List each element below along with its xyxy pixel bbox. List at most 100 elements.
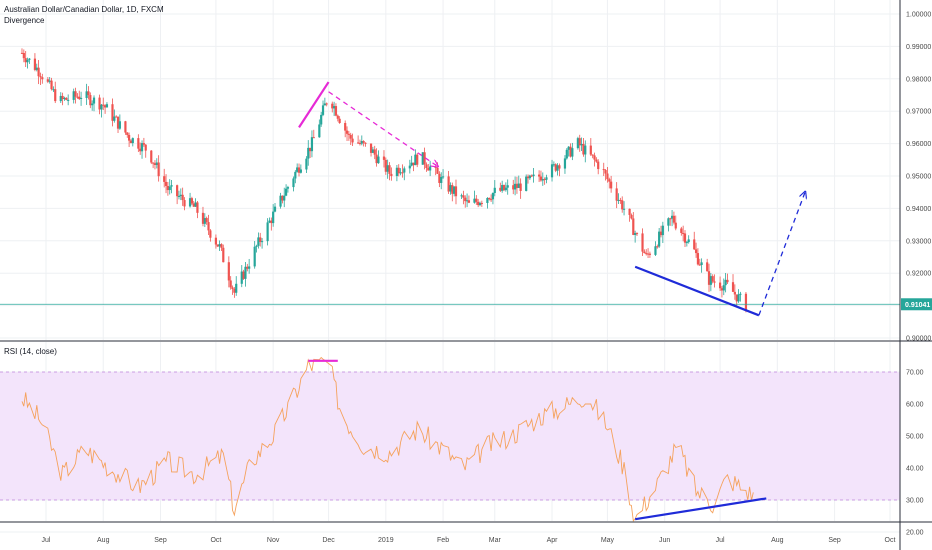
candle-body	[248, 266, 251, 269]
candle-body	[377, 156, 380, 164]
candle-body	[403, 168, 406, 173]
candle-body	[526, 176, 530, 179]
candle-body	[453, 186, 456, 194]
candle-body	[694, 249, 698, 254]
candle-body	[467, 200, 471, 203]
candle-body	[726, 279, 729, 283]
candle-body	[220, 244, 223, 248]
candle-body	[194, 202, 197, 207]
candle-body	[139, 148, 142, 152]
candle-body	[76, 96, 79, 98]
time-tick-label: Sep	[828, 537, 841, 544]
candle-body	[255, 245, 258, 247]
candle-body	[722, 285, 725, 291]
time-tick-label: Nov	[267, 537, 280, 544]
candle-body	[364, 142, 367, 144]
rsi-series-line	[21, 356, 754, 522]
candle-body	[656, 246, 659, 248]
candle-body	[244, 266, 247, 279]
candle-body	[632, 218, 635, 235]
candle-body	[589, 145, 592, 155]
candle-body	[386, 165, 389, 172]
current-price-badge: 0.91041	[901, 298, 932, 311]
candle-body	[672, 215, 676, 223]
candle-body	[294, 171, 297, 179]
candle-body	[543, 179, 546, 181]
candle-body	[360, 141, 363, 144]
candle-body	[718, 282, 722, 289]
time-tick-label: Mar	[489, 537, 502, 544]
candle-body	[338, 118, 341, 123]
candle-body	[91, 103, 94, 106]
candle-body	[61, 95, 64, 100]
candle-body	[578, 138, 581, 146]
candle-body	[307, 147, 310, 159]
candle-body	[465, 200, 469, 202]
candle-body	[512, 185, 515, 190]
candle-body	[604, 170, 607, 174]
rsi-trendline	[634, 497, 767, 521]
candle-body	[593, 155, 596, 160]
candle-body	[369, 143, 373, 153]
candle-body	[685, 242, 688, 244]
price-trendline	[298, 81, 330, 129]
candle-body	[440, 176, 443, 183]
time-tick-label: Aug	[97, 537, 110, 544]
candle-body	[506, 185, 509, 188]
candle-body	[179, 194, 182, 197]
candle-body	[491, 192, 495, 200]
candle-body	[429, 166, 432, 171]
candle-body	[571, 148, 574, 157]
candle-body	[35, 67, 38, 70]
candle-body	[567, 146, 570, 150]
candle-body	[563, 158, 567, 169]
candle-body	[336, 115, 339, 119]
study-name-label[interactable]: Divergence	[4, 16, 45, 25]
candle-body	[595, 159, 598, 162]
candle-body	[168, 186, 171, 191]
candle-body	[331, 103, 334, 109]
candle-body	[669, 218, 672, 220]
candle-body	[201, 212, 205, 224]
candle-body	[257, 237, 260, 246]
candle-body	[517, 183, 520, 188]
chart-symbol-title[interactable]: Australian Dollar/Canadian Dollar, 1D, F…	[4, 5, 164, 14]
candle-body	[713, 281, 716, 283]
candle-body	[591, 154, 594, 156]
candle-body	[292, 178, 295, 188]
candle-body	[229, 280, 232, 288]
candle-body	[628, 208, 631, 215]
candle-body	[52, 89, 55, 91]
candle-body	[441, 176, 445, 178]
candle-body	[299, 169, 302, 173]
candle-body	[480, 202, 483, 204]
time-axis-ticks[interactable]: Jul Aug Sep Oct Nov Dec 2019 Feb Mar Apr May Jun Jul…	[42, 537, 896, 544]
candle-body	[473, 198, 476, 203]
candle-body	[286, 187, 290, 189]
candle-body	[347, 133, 350, 135]
candle-body	[297, 167, 301, 173]
candle-body	[318, 124, 321, 138]
candle-body	[634, 233, 637, 235]
candle-body	[519, 183, 522, 191]
rsi-tick-label: 20.00	[906, 530, 924, 537]
candle-body	[153, 163, 157, 166]
candle-body	[163, 176, 166, 182]
candle-body	[279, 195, 282, 207]
candle-body	[504, 187, 507, 191]
price-tick-label: 0.98000	[906, 76, 931, 83]
rsi-study-label[interactable]: RSI (14, close)	[4, 347, 57, 356]
candle-body	[735, 294, 738, 302]
time-tick-label: Oct	[210, 537, 221, 544]
candle-body	[382, 156, 386, 160]
time-tick-label: May	[601, 537, 615, 544]
candle-body	[344, 122, 347, 131]
rsi-axis-ticks[interactable]: 70.00 60.00 50.00 40.00 30.00 20.00	[906, 370, 924, 537]
candle-body	[698, 264, 701, 266]
candle-body	[78, 96, 81, 99]
candle-body	[358, 143, 362, 145]
time-tick-label: Jun	[659, 537, 670, 544]
candle-body	[22, 53, 25, 59]
candle-body	[164, 181, 168, 186]
time-tick-label: Oct	[885, 537, 896, 544]
